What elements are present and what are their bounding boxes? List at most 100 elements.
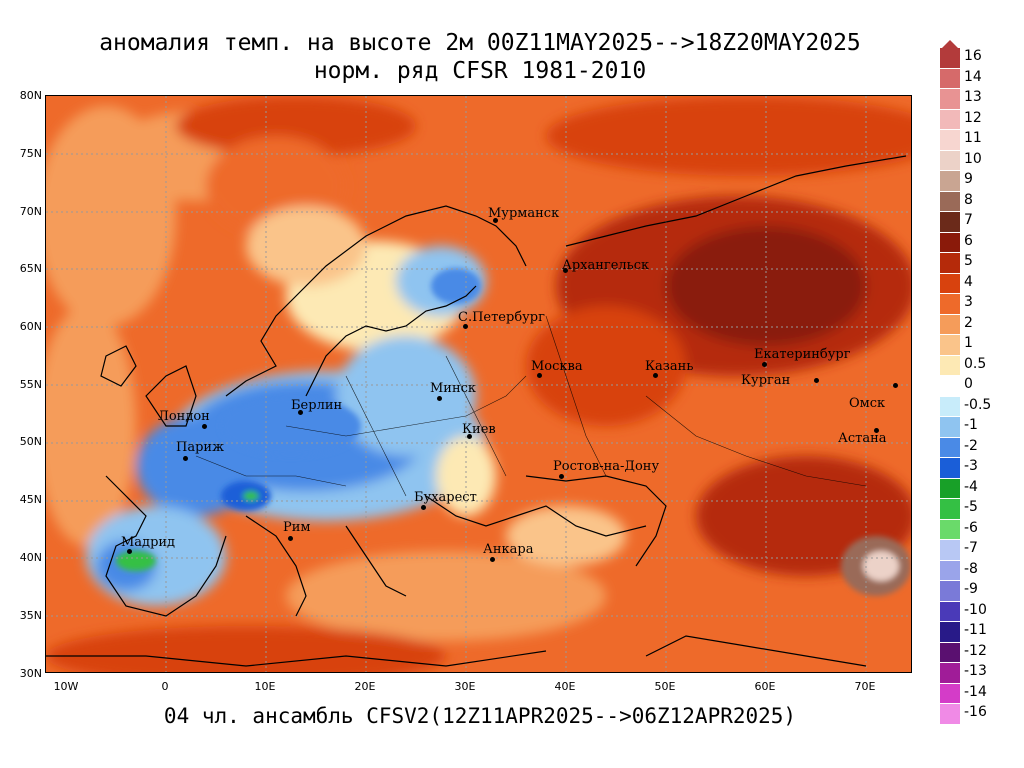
map-title: аномалия темп. на высоте 2м 00Z11MAY2025… bbox=[99, 30, 861, 56]
city-label-kyiv: Киев bbox=[462, 422, 496, 437]
colorbar-cell bbox=[940, 212, 960, 232]
anomaly-map bbox=[45, 95, 912, 673]
colorbar-cell bbox=[940, 130, 960, 150]
colorbar-label: 13 bbox=[964, 89, 982, 105]
city-dot bbox=[421, 505, 426, 510]
colorbar-label: 2 bbox=[964, 314, 973, 331]
colorbar-label: 11 bbox=[964, 130, 982, 146]
lon-label-30e: 30E bbox=[454, 680, 476, 693]
colorbar-cell bbox=[940, 314, 960, 334]
colorbar-cell bbox=[940, 273, 960, 293]
lon-label-0: 0 bbox=[161, 680, 169, 693]
city-dot bbox=[437, 396, 442, 401]
colorbar-cell bbox=[940, 232, 960, 252]
colorbar-cell bbox=[940, 540, 960, 560]
colorbar-cell bbox=[940, 663, 960, 683]
colorbar-cell bbox=[940, 581, 960, 601]
lat-label-45n: 45N bbox=[19, 493, 42, 506]
colorbar-cell bbox=[940, 396, 960, 416]
colorbar-label: -5 bbox=[964, 499, 978, 515]
colorbar-label: -2 bbox=[964, 437, 978, 454]
colorbar-cell bbox=[940, 376, 960, 396]
graticule bbox=[46, 96, 911, 672]
colorbar-label: -10 bbox=[964, 601, 987, 618]
colorbar-label: -8 bbox=[964, 560, 978, 577]
lat-label-50n: 50N bbox=[19, 435, 42, 448]
city-label-rome: Рим bbox=[283, 520, 311, 535]
colorbar-cell bbox=[940, 519, 960, 539]
colorbar-cell bbox=[940, 417, 960, 437]
city-label-omsk: Омск bbox=[849, 396, 886, 411]
city-dot bbox=[183, 456, 188, 461]
colorbar-cell bbox=[940, 499, 960, 519]
colorbar-cell bbox=[940, 458, 960, 478]
map-footer: 04 чл. ансамбль CFSV2(12Z11APR2025-->06Z… bbox=[163, 704, 797, 728]
city-dot bbox=[563, 268, 568, 273]
city-label-minsk: Минск bbox=[430, 381, 477, 396]
city-dot bbox=[893, 383, 898, 388]
city-dot bbox=[298, 410, 303, 415]
city-dot bbox=[490, 557, 495, 562]
colorbar-cell bbox=[940, 478, 960, 498]
city-dot bbox=[537, 373, 542, 378]
city-dot bbox=[653, 373, 658, 378]
city-label-madrid: Мадрид bbox=[121, 535, 176, 550]
colorbar-cell bbox=[940, 294, 960, 314]
colorbar-label: 16 bbox=[964, 48, 982, 64]
colorbar-label: -12 bbox=[964, 642, 987, 659]
colorbar-label: -13 bbox=[964, 663, 987, 679]
city-dot bbox=[202, 424, 207, 429]
city-label-yekaterinburg: Екатеринбург bbox=[754, 347, 851, 362]
colorbar-label: 0.5 bbox=[964, 355, 987, 372]
borders bbox=[195, 315, 867, 497]
colorbar-label: -7 bbox=[964, 540, 978, 556]
lon-label-20e: 20E bbox=[354, 680, 376, 693]
colorbar-cell bbox=[940, 355, 960, 375]
colorbar-cell bbox=[940, 622, 960, 642]
colorbar-cell bbox=[940, 642, 960, 662]
lon-label-10w: 10W bbox=[53, 680, 79, 693]
colorbar-label: 10 bbox=[964, 150, 982, 167]
colorbar-label: 5 bbox=[964, 253, 973, 269]
city-label-murmansk: Мурманск bbox=[488, 206, 560, 221]
lon-label-50e: 50E bbox=[654, 680, 676, 693]
city-label-st-petersburg: С.Петербург bbox=[458, 310, 545, 325]
colorbar-label: -3 bbox=[964, 458, 978, 474]
colorbar-cell bbox=[940, 437, 960, 457]
city-dot bbox=[762, 362, 767, 367]
city-dot bbox=[874, 428, 879, 433]
lat-label-70n: 70N bbox=[19, 205, 42, 218]
colorbar-label: -9 bbox=[964, 581, 978, 597]
colorbar-label: 6 bbox=[964, 232, 973, 249]
colorbar-label: 3 bbox=[964, 294, 973, 310]
colorbar-label: -16 bbox=[964, 704, 987, 720]
coastlines bbox=[46, 155, 907, 667]
colorbar-label: -11 bbox=[964, 622, 987, 638]
colorbar-cell bbox=[940, 253, 960, 273]
city-dot bbox=[288, 536, 293, 541]
city-label-astana: Астана bbox=[838, 431, 887, 446]
colorbar-cell bbox=[940, 89, 960, 109]
colorbar-cell bbox=[940, 171, 960, 191]
lon-label-70e: 70E bbox=[854, 680, 876, 693]
colorbar-cell bbox=[940, 560, 960, 580]
colorbar-cell bbox=[940, 150, 960, 170]
city-dot bbox=[814, 378, 819, 383]
colorbar-label: 1 bbox=[964, 335, 973, 351]
colorbar-cell bbox=[940, 683, 960, 703]
lon-label-60e: 60E bbox=[754, 680, 776, 693]
city-label-ankara: Анкара bbox=[483, 542, 534, 557]
colorbar-label: -14 bbox=[964, 683, 987, 700]
colorbar-label: 7 bbox=[964, 212, 973, 228]
city-dot bbox=[493, 218, 498, 223]
colorbar-label: -4 bbox=[964, 478, 978, 495]
colorbar-bottom-arrow bbox=[940, 710, 960, 720]
lon-label-40e: 40E bbox=[554, 680, 576, 693]
lat-label-35n: 35N bbox=[19, 609, 42, 622]
colorbar-cell bbox=[940, 601, 960, 621]
lat-label-55n: 55N bbox=[19, 378, 42, 391]
lat-label-60n: 60N bbox=[19, 320, 42, 333]
city-label-berlin: Берлин bbox=[291, 398, 343, 413]
colorbar-cell bbox=[940, 109, 960, 129]
colorbar-label: -1 bbox=[964, 417, 978, 433]
